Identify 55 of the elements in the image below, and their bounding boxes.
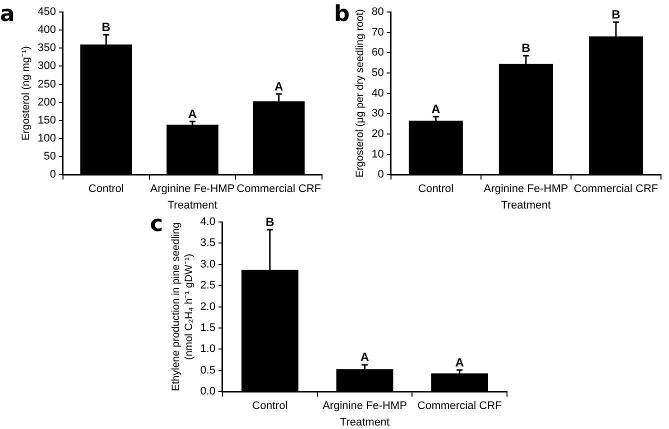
y-tick-label: 70 <box>372 26 384 38</box>
y-tick-label: 20 <box>372 128 384 140</box>
annotation: B <box>612 7 621 22</box>
y-tick-label: 2.0 <box>200 300 216 313</box>
x-tick-label: Control <box>418 183 454 196</box>
annotation: B <box>522 41 531 56</box>
x-tick-label: Arginine Fe-HMP <box>484 183 568 196</box>
y-tick-label: 1.5 <box>200 322 216 334</box>
y-tick-label: 30 <box>372 108 384 120</box>
y-tick-label: 0.0 <box>200 386 216 398</box>
y-tick-label: 300 <box>38 60 56 72</box>
y-tick-label: 450 <box>38 6 56 18</box>
x-tick-label: Arginine Fe-HMP <box>150 183 235 196</box>
y-tick-label: 80 <box>372 6 384 18</box>
annotation: A <box>274 79 284 94</box>
y-tick-label: 200 <box>38 96 56 108</box>
chart-title: a <box>0 2 15 28</box>
x-tick-label: Arginine Fe-HMP <box>322 400 407 412</box>
y-tick-label: 0 <box>50 168 56 181</box>
y-axis-title: Ergosterol (μg per dry seedling root) <box>354 9 366 178</box>
x-tick-label: Commercial CRF <box>417 400 502 412</box>
annotation: A <box>188 106 198 121</box>
x-tick-label: Control <box>252 400 288 412</box>
y-tick-label: 50 <box>44 150 56 163</box>
y-tick-label: 3.5 <box>200 237 216 250</box>
y-tick-label: 2.5 <box>200 280 216 292</box>
annotation: A <box>455 355 464 370</box>
y-tick-label: 400 <box>38 24 56 36</box>
annotation: A <box>432 102 441 116</box>
y-tick-label: 40 <box>372 87 384 100</box>
y-axis-title: Ethylene production in pine seedling (nmol C₂H₄ h⁻¹ gDW⁻¹) <box>170 222 195 392</box>
x-tick-label: Control <box>88 183 124 196</box>
chart-title: b <box>334 2 350 28</box>
chart-title: c <box>150 212 164 238</box>
y-axis-title: Ergosterol (ng mg⁻¹) <box>20 46 32 141</box>
x-tick-label: Commercial CRF <box>236 183 322 196</box>
y-tick-label: 100 <box>38 132 56 144</box>
y-tick-label: 60 <box>372 46 384 59</box>
x-axis-title: Treatment <box>501 199 551 212</box>
x-axis-title: Treatment <box>340 416 390 428</box>
y-tick-label: 3.0 <box>200 258 216 270</box>
y-tick-label: 350 <box>38 42 56 54</box>
y-tick-label: 10 <box>372 148 384 160</box>
x-tick-label: Commercial CRF <box>574 183 658 196</box>
annotation: A <box>360 350 370 364</box>
y-tick-label: 4.0 <box>200 216 216 228</box>
y-tick-label: 0 <box>378 168 384 181</box>
x-axis-title: Treatment <box>168 199 218 212</box>
annotation: B <box>266 214 275 229</box>
y-tick-label: 150 <box>38 114 56 126</box>
y-tick-label: 1.0 <box>200 343 216 356</box>
y-tick-label: 50 <box>372 67 384 80</box>
y-tick-label: 250 <box>38 78 56 90</box>
y-tick-label: 0.5 <box>200 364 216 376</box>
annotation: B <box>102 20 111 34</box>
